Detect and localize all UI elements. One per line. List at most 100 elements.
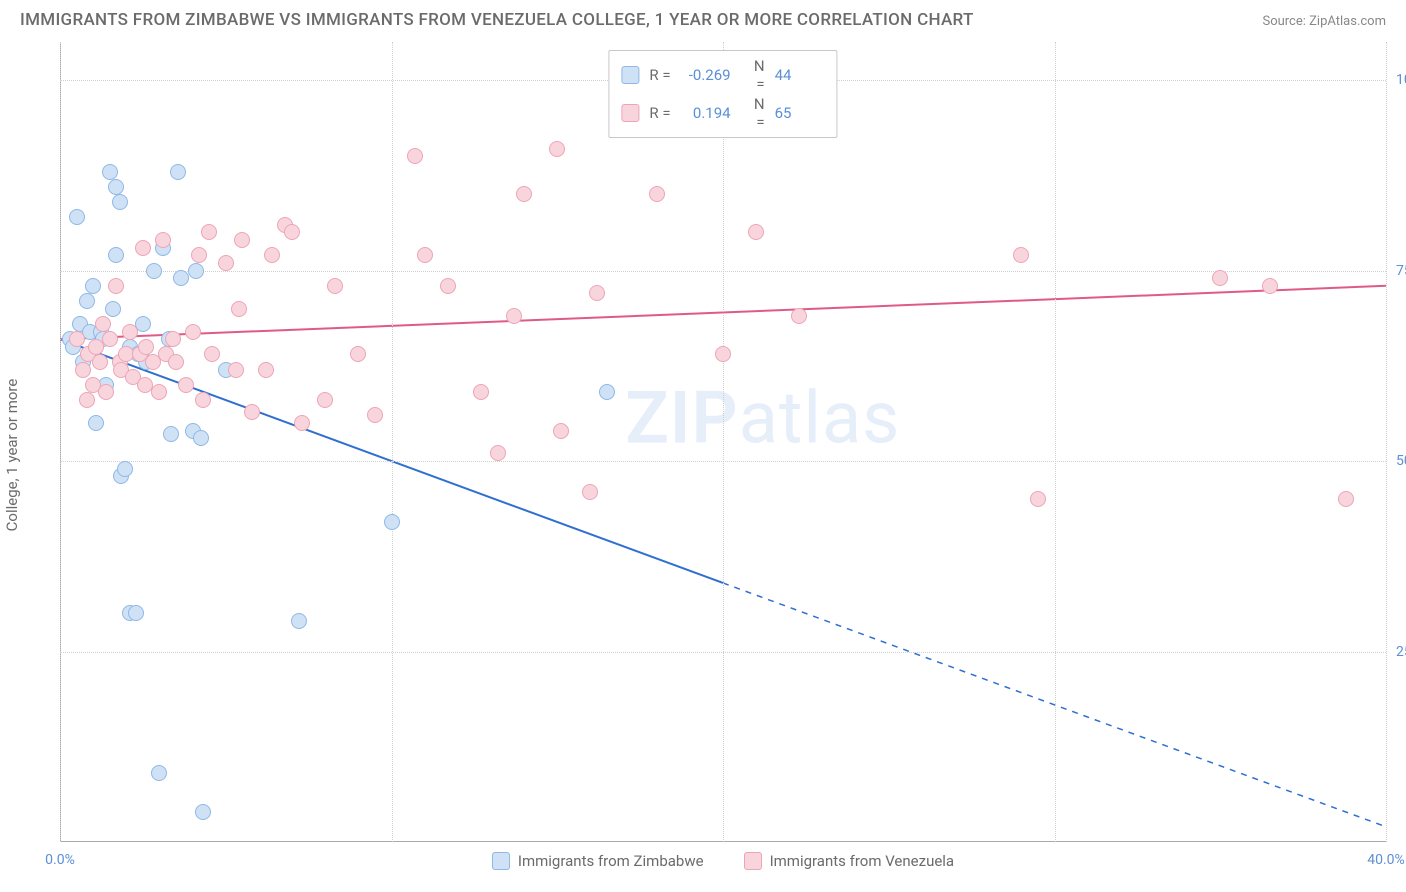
- data-point-zimbabwe: [173, 270, 189, 286]
- data-point-venezuela: [204, 346, 220, 362]
- data-point-venezuela: [165, 331, 181, 347]
- data-point-venezuela: [108, 278, 124, 294]
- data-point-zimbabwe: [170, 164, 186, 180]
- data-point-zimbabwe: [146, 263, 162, 279]
- data-point-venezuela: [1013, 247, 1029, 263]
- data-point-venezuela: [1212, 270, 1228, 286]
- legend-swatch: [621, 104, 639, 122]
- data-point-venezuela: [473, 384, 489, 400]
- data-point-zimbabwe: [102, 164, 118, 180]
- chart-container: ZIPatlas 25.0%50.0%75.0%100.0%0.0%40.0% …: [60, 42, 1386, 842]
- data-point-venezuela: [92, 354, 108, 370]
- data-point-venezuela: [135, 240, 151, 256]
- series-legend: Immigrants from Zimbabwe Immigrants from …: [60, 852, 1386, 870]
- data-point-zimbabwe: [188, 263, 204, 279]
- data-point-venezuela: [95, 316, 111, 332]
- grid-line-v: [392, 42, 393, 842]
- data-point-venezuela: [417, 247, 433, 263]
- y-tick-label: 50.0%: [1396, 453, 1406, 469]
- data-point-zimbabwe: [108, 247, 124, 263]
- data-point-zimbabwe: [151, 765, 167, 781]
- grid-line-h: [60, 271, 1386, 272]
- data-point-zimbabwe: [384, 514, 400, 530]
- data-point-venezuela: [294, 415, 310, 431]
- data-point-zimbabwe: [195, 804, 211, 820]
- source-attribution: Source: ZipAtlas.com: [1262, 14, 1386, 29]
- legend-label: Immigrants from Venezuela: [770, 852, 955, 870]
- data-point-venezuela: [490, 445, 506, 461]
- r-value: -0.269: [681, 66, 731, 84]
- data-point-zimbabwe: [79, 293, 95, 309]
- data-point-venezuela: [168, 354, 184, 370]
- legend-label: Immigrants from Zimbabwe: [518, 852, 704, 870]
- grid-line-v: [723, 42, 724, 842]
- data-point-venezuela: [218, 255, 234, 271]
- data-point-venezuela: [195, 392, 211, 408]
- data-point-venezuela: [407, 148, 423, 164]
- data-point-venezuela: [178, 377, 194, 393]
- data-point-venezuela: [122, 324, 138, 340]
- data-point-zimbabwe: [599, 384, 615, 400]
- data-point-venezuela: [234, 232, 250, 248]
- data-point-venezuela: [506, 308, 522, 324]
- y-tick-label: 75.0%: [1396, 263, 1406, 279]
- data-point-venezuela: [284, 224, 300, 240]
- stat-legend-box: R =-0.269N =44R =0.194N =65: [608, 50, 837, 138]
- data-point-venezuela: [137, 377, 153, 393]
- data-point-zimbabwe: [105, 301, 121, 317]
- data-point-venezuela: [791, 308, 807, 324]
- data-point-venezuela: [715, 346, 731, 362]
- data-point-venezuela: [1030, 491, 1046, 507]
- data-point-venezuela: [317, 392, 333, 408]
- data-point-venezuela: [69, 331, 85, 347]
- data-point-venezuela: [582, 484, 598, 500]
- data-point-venezuela: [228, 362, 244, 378]
- data-point-venezuela: [440, 278, 456, 294]
- data-point-venezuela: [138, 339, 154, 355]
- data-point-zimbabwe: [112, 194, 128, 210]
- grid-line-h: [60, 652, 1386, 653]
- stat-legend-row-venezuela: R =0.194N =65: [621, 95, 824, 131]
- n-label: N =: [747, 57, 765, 93]
- data-point-zimbabwe: [291, 613, 307, 629]
- data-point-venezuela: [589, 285, 605, 301]
- data-point-venezuela: [258, 362, 274, 378]
- data-point-venezuela: [244, 404, 260, 420]
- data-point-zimbabwe: [108, 179, 124, 195]
- data-point-venezuela: [350, 346, 366, 362]
- n-value: 65: [775, 104, 825, 122]
- data-point-venezuela: [748, 224, 764, 240]
- data-point-venezuela: [549, 141, 565, 157]
- data-point-venezuela: [75, 362, 91, 378]
- y-tick-label: 25.0%: [1396, 644, 1406, 660]
- chart-title: IMMIGRANTS FROM ZIMBABWE VS IMMIGRANTS F…: [20, 10, 974, 30]
- data-point-venezuela: [102, 331, 118, 347]
- stat-legend-row-zimbabwe: R =-0.269N =44: [621, 57, 824, 93]
- data-point-venezuela: [185, 324, 201, 340]
- data-point-venezuela: [155, 232, 171, 248]
- data-point-zimbabwe: [88, 415, 104, 431]
- watermark: ZIPatlas: [625, 376, 900, 461]
- data-point-zimbabwe: [117, 461, 133, 477]
- data-point-venezuela: [1262, 278, 1278, 294]
- data-point-venezuela: [79, 392, 95, 408]
- grid-line-h: [60, 461, 1386, 462]
- legend-item-zimbabwe: Immigrants from Zimbabwe: [492, 852, 704, 870]
- r-label: R =: [649, 104, 670, 122]
- data-point-zimbabwe: [193, 430, 209, 446]
- n-value: 44: [775, 66, 825, 84]
- legend-swatch: [621, 66, 639, 84]
- data-point-venezuela: [231, 301, 247, 317]
- data-point-venezuela: [553, 423, 569, 439]
- data-point-venezuela: [98, 384, 114, 400]
- n-label: N =: [747, 95, 765, 131]
- data-point-venezuela: [516, 186, 532, 202]
- data-point-venezuela: [191, 247, 207, 263]
- legend-item-venezuela: Immigrants from Venezuela: [744, 852, 955, 870]
- legend-swatch: [492, 852, 510, 870]
- data-point-venezuela: [649, 186, 665, 202]
- grid-line-v: [60, 42, 61, 842]
- data-point-zimbabwe: [128, 605, 144, 621]
- data-point-zimbabwe: [163, 426, 179, 442]
- data-point-venezuela: [327, 278, 343, 294]
